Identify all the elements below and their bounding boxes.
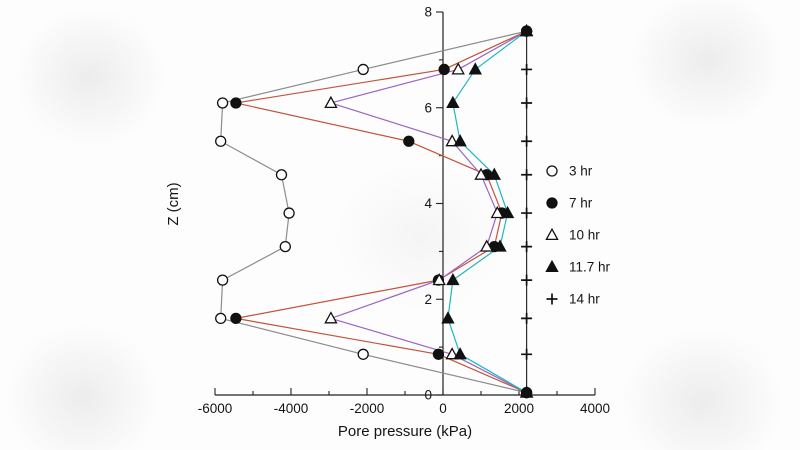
legend-marker-3-hr [546, 165, 558, 177]
legend-marker-10-hr [545, 227, 559, 241]
x-tick-label: -4000 [274, 401, 309, 416]
data-point-3-hr [283, 207, 295, 219]
data-point-10-hr [445, 134, 459, 147]
data-point-11.7-hr [493, 239, 507, 252]
data-point-3-hr [279, 240, 291, 253]
legend-label: 14 hr [569, 292, 600, 307]
series-line-11.7-hr [447, 30, 527, 394]
legend-label: 11.7 hr [569, 260, 611, 275]
y-tick-label: 8 [424, 5, 432, 20]
series-line-7-hr [235, 30, 527, 394]
legend-marker-11.7-hr [545, 259, 559, 273]
data-point-14-hr [521, 25, 533, 37]
data-point-10-hr [432, 272, 446, 286]
y-tick-label: 0 [424, 388, 432, 403]
legend-label: 10 hr [569, 228, 600, 243]
data-point-14-hr [521, 135, 533, 147]
background-blob [0, 0, 195, 175]
y-axis-title: Z (cm) [165, 182, 182, 225]
y-tick-label: 6 [424, 100, 432, 115]
data-point-3-hr [357, 348, 369, 360]
data-point-11.7-hr [446, 95, 460, 109]
data-point-7-hr [403, 135, 415, 147]
data-point-3-hr [275, 169, 288, 181]
data-point-11.7-hr [453, 347, 467, 360]
series-line-3-hr [220, 30, 527, 394]
data-point-10-hr [445, 347, 459, 360]
data-point-10-hr [474, 167, 488, 180]
x-axis-title: Pore pressure (kPa) [338, 423, 472, 440]
data-point-11.7-hr [468, 62, 482, 75]
legend-marker-14-hr [546, 293, 558, 305]
x-tick-label: -2000 [350, 401, 385, 416]
data-point-10-hr [480, 239, 494, 252]
y-tick-label: 4 [424, 196, 432, 211]
data-point-14-hr [521, 241, 533, 253]
data-point-14-hr [521, 387, 533, 399]
x-tick-label: -6000 [198, 401, 233, 416]
legend-marker-7-hr [546, 197, 558, 209]
data-point-14-hr [521, 348, 533, 360]
data-point-11.7-hr [487, 167, 501, 180]
data-point-3-hr [215, 312, 227, 325]
y-tick-label: 2 [424, 292, 432, 307]
legend-label: 7 hr [569, 196, 593, 211]
data-point-11.7-hr [453, 134, 467, 147]
data-point-3-hr [215, 135, 227, 147]
x-tick-label: 0 [439, 401, 447, 416]
data-point-14-hr [521, 63, 533, 75]
legend-label: 3 hr [569, 164, 593, 179]
data-point-10-hr [324, 95, 338, 109]
data-point-11.7-hr [500, 205, 515, 219]
data-point-3-hr [216, 97, 229, 109]
data-point-11.7-hr [446, 272, 460, 286]
x-tick-label: 2000 [504, 401, 534, 416]
data-point-3-hr [216, 274, 229, 286]
background-blob [300, 135, 540, 340]
data-point-10-hr [324, 311, 338, 324]
data-point-11.7-hr [441, 311, 455, 324]
data-point-10-hr [490, 205, 505, 219]
data-point-14-hr [521, 207, 533, 219]
data-point-3-hr [357, 63, 369, 76]
x-tick-label: 4000 [580, 401, 610, 416]
data-point-14-hr [521, 312, 533, 324]
data-point-10-hr [451, 62, 465, 75]
data-point-7-hr [230, 312, 242, 325]
data-point-14-hr [521, 97, 533, 109]
background-blob [600, 0, 800, 155]
data-point-7-hr [432, 348, 445, 360]
data-point-7-hr [230, 97, 242, 109]
data-point-7-hr [438, 63, 450, 76]
data-point-14-hr [521, 274, 533, 286]
data-point-14-hr [521, 169, 533, 181]
